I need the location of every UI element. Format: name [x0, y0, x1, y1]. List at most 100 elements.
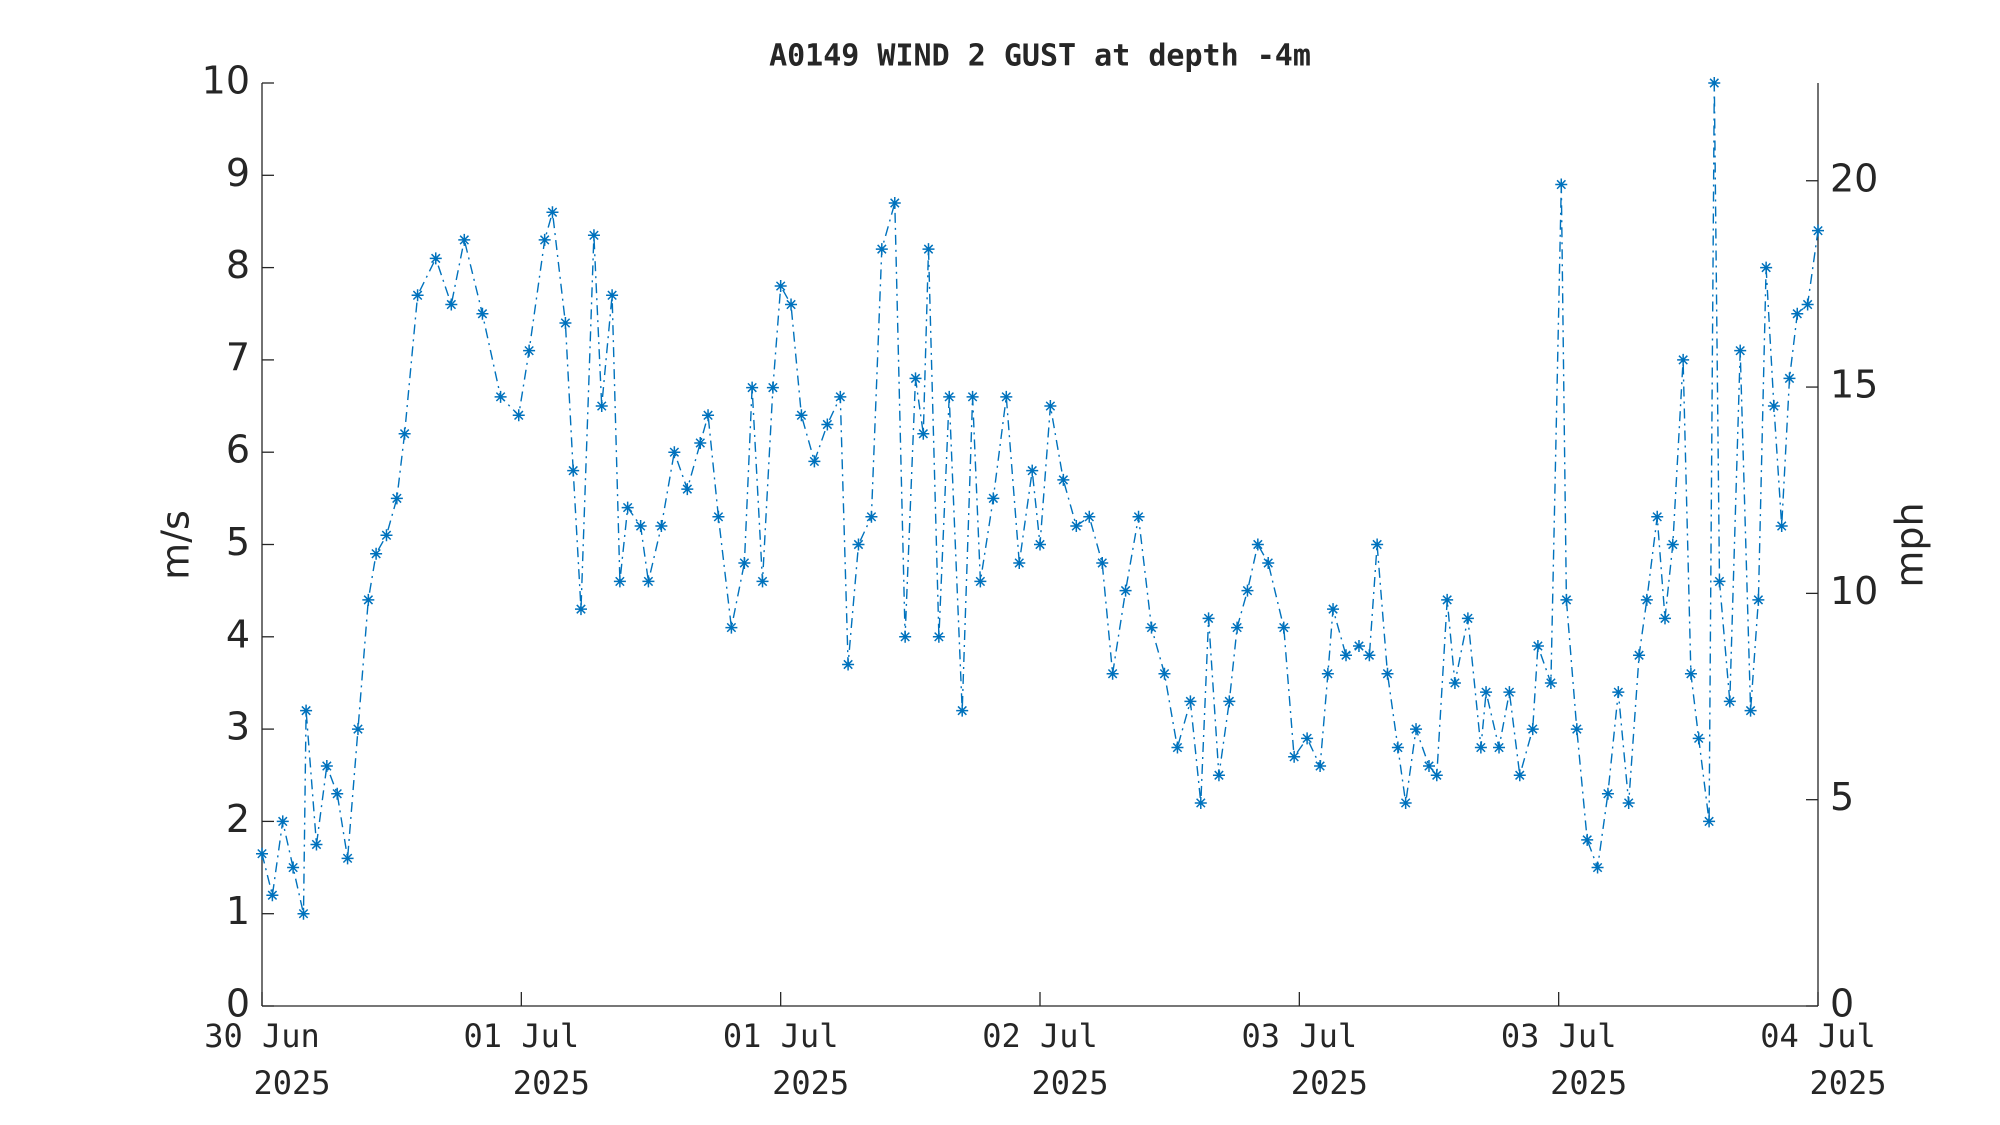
data-marker: [1570, 723, 1583, 736]
data-marker: [1034, 538, 1046, 551]
data-marker: [932, 630, 945, 643]
data-marker: [287, 861, 300, 874]
data-marker: [1119, 584, 1132, 597]
data-marker: [320, 760, 333, 773]
data-marker: [1723, 695, 1736, 708]
y-tick-label: 3: [226, 705, 250, 749]
x-tick-label: 01 Jul: [464, 1017, 580, 1055]
data-marker: [1371, 538, 1384, 551]
data-marker: [1202, 612, 1215, 625]
data-marker: [852, 538, 865, 551]
data-marker: [756, 575, 769, 588]
data-marker: [266, 889, 279, 902]
y-tick-label: 2: [226, 797, 250, 841]
x-tick-label: 2025: [1031, 1064, 1108, 1102]
data-marker: [613, 575, 626, 588]
data-marker: [1363, 649, 1376, 662]
data-marker: [1734, 344, 1747, 357]
data-marker: [370, 547, 383, 560]
data-marker: [1158, 667, 1171, 680]
data-marker: [445, 298, 458, 311]
y2-tick-label: 0: [1830, 982, 1854, 1026]
data-marker: [1581, 833, 1594, 846]
data-marker: [1658, 612, 1671, 625]
data-marker: [1713, 575, 1726, 588]
data-marker: [966, 390, 979, 403]
data-marker: [1391, 741, 1404, 754]
data-marker: [1531, 640, 1544, 653]
data-marker: [1703, 815, 1716, 828]
data-marker: [512, 409, 525, 422]
data-marker: [766, 381, 779, 394]
data-marker: [1513, 769, 1526, 782]
data-marker: [1352, 640, 1365, 653]
data-marker: [1555, 178, 1568, 191]
data-marker: [1684, 667, 1697, 680]
data-marker: [1493, 741, 1506, 754]
data-marker: [390, 492, 403, 505]
x-tick-label: 02 Jul: [982, 1017, 1098, 1055]
data-marker: [1399, 796, 1412, 809]
x-tick-label: 30 Jun: [204, 1017, 320, 1055]
data-marker: [943, 390, 956, 403]
y-axis-label: m/s: [154, 510, 198, 580]
data-marker: [331, 787, 344, 800]
data-marker: [362, 593, 375, 606]
data-marker: [1327, 603, 1340, 616]
data-marker: [1752, 593, 1765, 606]
x-tick-label: 2025: [1550, 1064, 1627, 1102]
data-marker: [795, 409, 808, 422]
data-marker: [808, 455, 821, 468]
x-tick-label: 2025: [1809, 1064, 1886, 1102]
data-marker: [1651, 510, 1664, 523]
data-marker: [1760, 261, 1773, 274]
data-marker: [300, 704, 313, 717]
data-marker: [725, 621, 738, 634]
data-marker: [380, 529, 393, 542]
data-marker: [1448, 676, 1461, 689]
data-marker: [974, 575, 987, 588]
data-marker: [899, 630, 912, 643]
y-tick-label: 6: [226, 428, 250, 472]
data-marker: [909, 372, 922, 385]
data-marker: [1640, 593, 1653, 606]
data-marker: [888, 196, 901, 209]
data-marker: [668, 446, 681, 459]
data-marker: [1083, 510, 1096, 523]
data-marker: [1277, 621, 1290, 634]
data-marker: [1171, 741, 1184, 754]
data-marker: [1526, 723, 1539, 736]
x-tick-label: 2025: [1291, 1064, 1368, 1102]
data-marker: [1381, 667, 1394, 680]
data-marker: [1223, 695, 1236, 708]
data-marker: [310, 838, 323, 851]
data-marker: [1801, 298, 1814, 311]
data-marker: [606, 289, 619, 302]
data-marker: [1184, 695, 1197, 708]
data-marker: [1474, 741, 1487, 754]
data-marker: [746, 381, 759, 394]
data-marker: [1000, 390, 1013, 403]
y-tick-label: 1: [226, 889, 250, 933]
data-marker: [1013, 556, 1026, 569]
data-marker: [842, 658, 855, 671]
data-marker: [922, 243, 935, 256]
y-tick-label: 7: [226, 335, 250, 379]
y2-tick-label: 20: [1830, 156, 1878, 200]
data-marker: [834, 390, 847, 403]
data-marker: [476, 307, 489, 320]
data-marker: [595, 400, 608, 413]
data-marker: [411, 289, 424, 302]
data-marker: [1241, 584, 1254, 597]
data-marker: [694, 436, 707, 449]
x-tick-label: 2025: [253, 1064, 330, 1102]
data-marker: [1591, 861, 1604, 874]
data-marker: [681, 483, 694, 496]
data-marker: [494, 390, 507, 403]
data-marker: [1622, 796, 1635, 809]
data-marker: [1132, 510, 1145, 523]
data-marker: [1480, 686, 1493, 699]
y2-tick-label: 5: [1830, 775, 1854, 819]
data-marker: [1783, 372, 1796, 385]
